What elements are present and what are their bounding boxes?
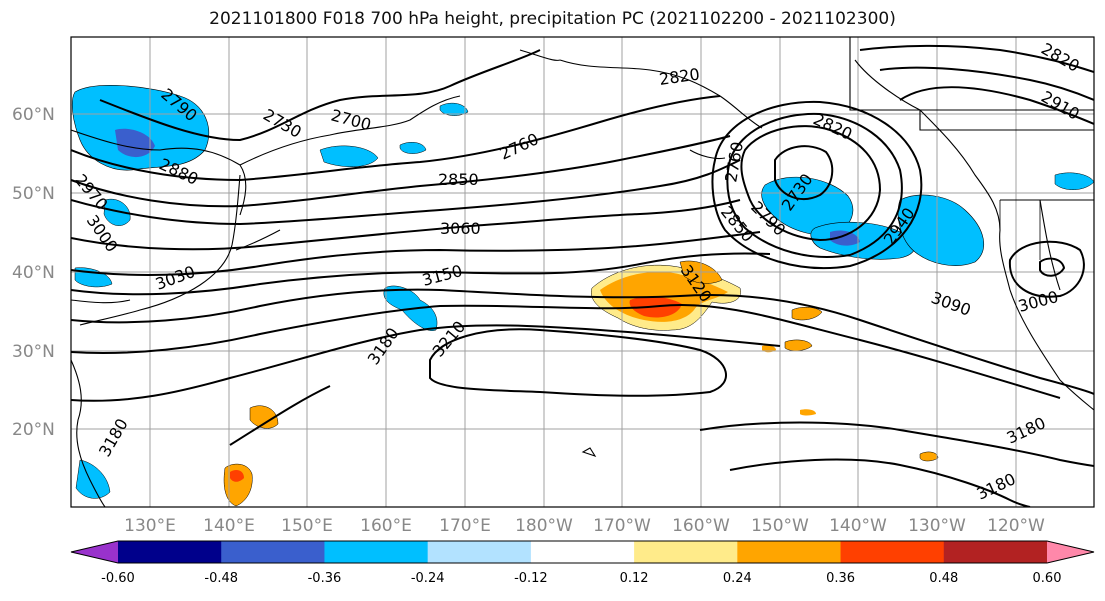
colorbar-tick-label: -0.12 — [514, 571, 548, 586]
colorbar-tick-label: -0.60 — [101, 571, 135, 586]
colorbar-segment — [634, 541, 738, 563]
lon-label: 130°W — [908, 516, 966, 536]
colorbar-segment — [530, 541, 635, 563]
colorbar-segment — [840, 541, 945, 563]
colorbar-tick-label: 0.60 — [1033, 571, 1062, 586]
colorbar-segment — [118, 541, 222, 563]
contour-label: 3060 — [440, 219, 481, 238]
colorbar-extend-low — [71, 541, 118, 563]
lon-label: 140°E — [203, 516, 255, 536]
contour-label-group: 2790 2730 2700 2880 2970 3000 2760 2850 … — [71, 39, 1083, 504]
lat-label: 60°N — [12, 105, 55, 125]
colorbar-outline — [70, 540, 1095, 564]
colorbar-segment — [943, 541, 1048, 563]
map-title: 2021101800 F018 700 hPa height, precipit… — [209, 9, 896, 29]
lon-label: 160°E — [360, 516, 412, 536]
colorbar-tick-label: 0.48 — [929, 571, 958, 586]
lon-label: 150°E — [281, 516, 333, 536]
colorbar-tick-label: 0.12 — [620, 571, 649, 586]
map-border — [70, 36, 1095, 508]
height-contours — [71, 44, 1094, 507]
lon-label: 170°E — [439, 516, 491, 536]
contour-label: 2850 — [438, 170, 479, 189]
colorbar-segment — [221, 541, 325, 563]
political-boundaries — [999, 200, 1041, 260]
longitude-labels: 130°E 140°E 150°E 160°E 170°E 180°W 170°… — [124, 516, 1045, 536]
colorbar: -0.60 -0.48 -0.36 -0.24 -0.12 0.12 0.24 0.36 0.4… — [70, 540, 1095, 586]
lat-label: 40°N — [12, 263, 55, 283]
lat-label: 30°N — [12, 342, 55, 362]
lon-label: 150°W — [751, 516, 809, 536]
lon-label: 120°W — [987, 516, 1045, 536]
latitude-labels: 60°N 50°N 40°N 30°N 20°N — [12, 105, 55, 440]
precip-shading — [71, 85, 1094, 507]
lon-label: 180°W — [515, 516, 573, 536]
lat-label: 50°N — [12, 184, 55, 204]
colorbar-tick-label: -0.36 — [308, 571, 342, 586]
colorbar-segment — [427, 541, 532, 563]
lon-label: 130°E — [124, 516, 176, 536]
lon-label: 170°W — [593, 516, 651, 536]
colorbar-tick-label: -0.24 — [411, 571, 445, 586]
colorbar-extend-high — [1047, 541, 1094, 563]
colorbar-tick-label: -0.48 — [204, 571, 238, 586]
lon-label: 160°W — [672, 516, 730, 536]
colorbar-segment — [737, 541, 842, 563]
lat-label: 20°N — [12, 420, 55, 440]
colorbar-tick-label: 0.24 — [723, 571, 752, 586]
lon-label: 140°W — [829, 516, 887, 536]
colorbar-segment — [324, 541, 429, 563]
colorbar-tick-label: 0.36 — [826, 571, 855, 586]
